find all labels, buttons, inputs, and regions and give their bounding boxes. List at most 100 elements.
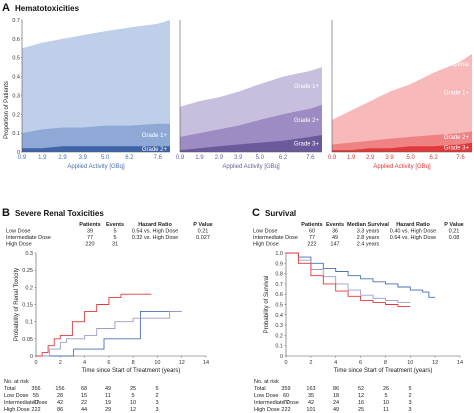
x-axis-label: Applied Activity [GBq] <box>67 164 125 170</box>
x-tick-label: 1.9 <box>347 155 356 161</box>
anemia-chart: Anemia Grade 1+ Grade 2+ 0.9 1.9 2.9 3.9 5.0 6.2… <box>18 12 170 170</box>
x-tick-label: 2 <box>59 360 62 366</box>
series-label: Grade 2+ <box>294 118 320 124</box>
x-tick-label: 3.9 <box>385 155 394 161</box>
risk-value: 42 <box>308 400 314 406</box>
risk-value: 356 <box>31 386 40 392</box>
table-cell: 0.027 <box>196 235 210 241</box>
panel-c-legend-table: Patients Events Median Survival Hazard Rati… <box>253 222 464 248</box>
x-axis-label: Time since Start of Treatment (years) <box>334 368 433 374</box>
x-tick-label: 5.0 <box>101 155 110 161</box>
risk-value: 5 <box>131 393 134 399</box>
table-cell: 220 <box>85 242 94 248</box>
risk-value: 35 <box>308 393 314 399</box>
risk-value: 222 <box>281 407 290 413</box>
risk-value: 44 <box>81 407 87 413</box>
series-label: Grade 1+ <box>142 133 168 139</box>
table-header: P Value <box>444 222 463 228</box>
risk-row-label: Total <box>254 386 266 392</box>
series-label: Grade 2+ <box>142 147 168 153</box>
x-tick-label: 12 <box>179 360 185 366</box>
panel-b-title: Severe Renal Toxicities <box>15 209 104 218</box>
x-axis-label: Applied Activity [GBq] <box>222 164 280 170</box>
y-axis-label: Probability of Renal Toxicity <box>14 268 20 341</box>
table-cell: 0.64 vs. High Dose <box>390 235 436 241</box>
risk-value: 12 <box>130 407 136 413</box>
y-tick-label: 0.8 <box>275 272 283 278</box>
table-cell: 0.32 vs. High Dose <box>132 235 178 241</box>
x-tick-label: 1.9 <box>195 155 204 161</box>
x-tick-label: 2.9 <box>215 155 224 161</box>
risk-value: 18 <box>333 393 339 399</box>
risk-value: 22 <box>81 400 87 406</box>
x-tick-label: 2 <box>309 360 312 366</box>
risk-value: 12 <box>358 393 364 399</box>
table-cell: 5 <box>113 235 116 241</box>
series-label: Grade 1+ <box>444 91 470 97</box>
x-tick-label: 0.9 <box>176 155 185 161</box>
table-cell: 0.08 <box>449 235 460 241</box>
km-line-low-dose <box>286 252 436 298</box>
risk-value: 60 <box>283 393 289 399</box>
risk-value: 3 <box>408 400 411 406</box>
x-axis-label: Time since Start of Treatment (years) <box>82 368 181 374</box>
y-tick-label: 0.6 <box>275 292 283 298</box>
y-tick-label: 0.1 <box>25 320 33 326</box>
risk-value: 42 <box>57 400 63 406</box>
y-tick-label: 0.3 <box>12 93 20 99</box>
panel-c-title: Survival <box>265 209 296 218</box>
group-label: Intermediate Dose <box>253 235 298 241</box>
table-cell: 5 <box>113 229 116 235</box>
series-label: Grade 1+ <box>294 84 320 90</box>
x-tick-label: 10 <box>407 360 413 366</box>
risk-value: 222 <box>31 407 40 413</box>
risk-value: 2 <box>408 393 411 399</box>
table-cell: 0.40 vs. High Dose <box>390 229 436 235</box>
x-tick-label: 4 <box>334 360 337 366</box>
risk-value: 5 <box>384 393 387 399</box>
risk-value: 156 <box>55 386 64 392</box>
x-tick-label: 8 <box>132 360 135 366</box>
y-tick-label: 0.3 <box>275 323 283 329</box>
x-tick-label: 6 <box>359 360 362 366</box>
risk-row-label: High Dose <box>254 407 280 413</box>
risk-value: 49 <box>333 407 339 413</box>
risk-value: 29 <box>105 407 111 413</box>
x-tick-label: 0 <box>34 360 37 366</box>
x-tick-label: 8 <box>384 360 387 366</box>
x-tick-label: 7.6 <box>154 155 163 161</box>
x-tick-label: 6 <box>107 360 110 366</box>
series-label: Anemia <box>147 12 168 18</box>
risk-title: No. at risk <box>254 379 279 385</box>
table-cell: 36 <box>332 229 338 235</box>
group-label: Low Dose <box>6 229 30 235</box>
table-cell: 0.21 <box>198 229 209 235</box>
risk-value: 10 <box>130 400 136 406</box>
risk-value: 68 <box>81 386 87 392</box>
risk-value: 3 <box>408 407 411 413</box>
panel-b-letter: B <box>2 207 10 219</box>
series-label: Grade 2+ <box>444 135 470 141</box>
km-line-high-dose <box>36 293 152 357</box>
panel-b-legend-table: Patients Events Hazard Ratio P Value Low Dos… <box>6 222 213 248</box>
risk-row-label: IntermediateDose <box>4 400 47 406</box>
y-tick-label: 0.2 <box>275 333 283 339</box>
table-header: Median Survival <box>347 222 389 228</box>
risk-row-label: High Dose <box>4 407 30 413</box>
panel-a: A Hematotoxicities Proportion of Patient… <box>2 2 472 170</box>
x-tick-label: 2.9 <box>58 155 67 161</box>
risk-value: 24 <box>333 400 339 406</box>
risk-value: 25 <box>130 386 136 392</box>
chart-title: Thrombocytopenia <box>419 62 469 68</box>
risk-value: 16 <box>358 400 364 406</box>
y-tick-label: 0.7 <box>275 282 283 288</box>
risk-row-label: Total <box>4 386 16 392</box>
table-header: Hazard Ratio <box>138 222 172 228</box>
y-tick-label: 0.7 <box>12 18 20 24</box>
x-axis-label: Applied Activity [GBq] <box>373 164 431 170</box>
table-cell: 31 <box>112 242 118 248</box>
x-tick-label: 0.9 <box>328 155 337 161</box>
x-tick-label: 14 <box>203 360 209 366</box>
x-tick-label: 0.9 <box>18 155 27 161</box>
